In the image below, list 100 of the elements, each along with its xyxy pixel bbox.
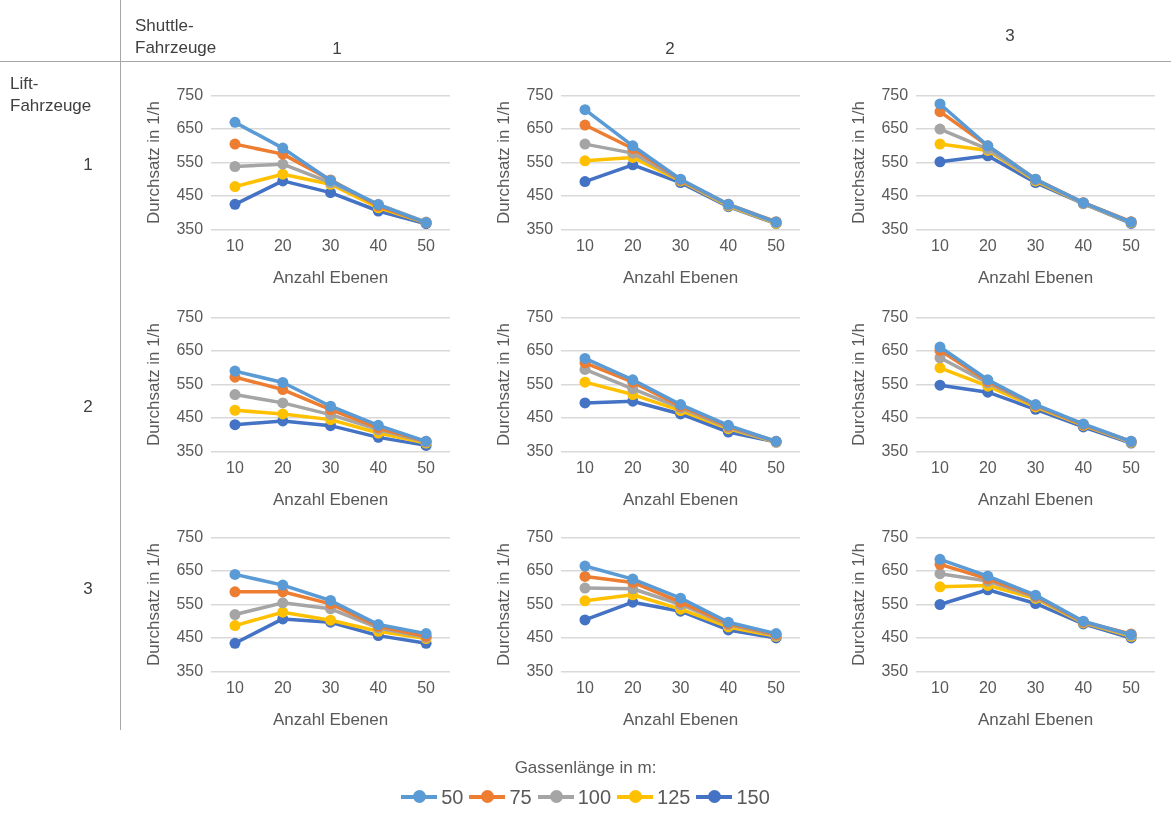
- legend-label: 50: [441, 785, 464, 809]
- legend-label: 75: [509, 785, 532, 809]
- y-tick-label: 450: [881, 628, 909, 646]
- y-tick-label: 350: [176, 441, 204, 459]
- x-tick-label: 30: [1026, 459, 1045, 477]
- y-tick-label: 650: [526, 341, 554, 359]
- y-tick-label: 750: [176, 528, 204, 546]
- x-tick-label: 10: [931, 459, 949, 477]
- y-tick-label: 650: [526, 119, 554, 137]
- y-tick-label: 450: [881, 186, 909, 204]
- text: Lift-Fahrzeuge: [10, 73, 93, 117]
- legend-title: Gassenlänge in m:: [513, 758, 658, 778]
- y-tick-label: 750: [881, 308, 909, 326]
- y-tick-label: 450: [526, 186, 554, 204]
- x-tick-label: 50: [1122, 237, 1141, 255]
- y-tick-label: 350: [176, 661, 204, 679]
- x-tick-label: 20: [623, 679, 642, 697]
- y-tick-label: 450: [176, 408, 204, 426]
- x-tick-label: 50: [417, 459, 436, 477]
- x-tick-label: 40: [369, 459, 388, 477]
- x-tick-label: 30: [671, 679, 690, 697]
- x-tick-label: 20: [273, 459, 292, 477]
- y-tick-label: 750: [176, 308, 204, 326]
- x-tick-label: 30: [1026, 679, 1045, 697]
- x-tick-label: 50: [767, 237, 786, 255]
- x-tick-label: 20: [623, 459, 642, 477]
- y-tick-label: 450: [176, 628, 204, 646]
- x-axis-title: Anzahl Ebenen: [977, 710, 1094, 730]
- x-tick-label: 30: [671, 459, 690, 477]
- x-axis-title: Anzahl Ebenen: [622, 268, 739, 288]
- y-tick-label: 650: [176, 119, 204, 137]
- y-tick-label: 650: [881, 341, 909, 359]
- x-axis-title: Anzahl Ebenen: [977, 268, 1094, 288]
- y-tick-label: 650: [881, 561, 909, 579]
- y-tick-label: 350: [881, 661, 909, 679]
- x-tick-label: 50: [767, 679, 786, 697]
- y-tick-label: 750: [526, 528, 554, 546]
- y-tick-label: 550: [881, 594, 909, 612]
- y-tick-label: 650: [526, 561, 554, 579]
- x-axis-title: Anzahl Ebenen: [622, 710, 739, 730]
- x-tick-label: 50: [417, 679, 436, 697]
- y-axis-title: Durchsatz in 1/h: [493, 323, 513, 446]
- y-tick-label: 750: [526, 86, 554, 104]
- text: 3: [1004, 25, 1016, 47]
- x-tick-label: 40: [719, 459, 738, 477]
- x-tick-label: 20: [978, 237, 997, 255]
- x-tick-label: 10: [226, 459, 244, 477]
- x-tick-label: 40: [1074, 459, 1093, 477]
- x-tick-label: 40: [1074, 679, 1093, 697]
- x-tick-label: 30: [1026, 237, 1045, 255]
- y-tick-label: 650: [176, 341, 204, 359]
- x-axis-title: Anzahl Ebenen: [622, 490, 739, 510]
- y-tick-label: 550: [176, 594, 204, 612]
- text: 2: [82, 396, 94, 418]
- y-tick-label: 550: [176, 374, 204, 392]
- x-axis-title: Anzahl Ebenen: [977, 490, 1094, 510]
- x-tick-label: 40: [369, 237, 388, 255]
- x-tick-label: 40: [369, 679, 388, 697]
- x-axis-title: Anzahl Ebenen: [272, 710, 389, 730]
- y-tick-label: 750: [176, 86, 204, 104]
- x-tick-label: 20: [978, 459, 997, 477]
- y-axis-title: Durchsatz in 1/h: [143, 543, 163, 666]
- x-tick-label: 50: [1122, 679, 1141, 697]
- y-tick-label: 550: [526, 374, 554, 392]
- y-tick-label: 350: [526, 219, 554, 237]
- x-tick-label: 30: [671, 237, 690, 255]
- x-tick-label: 40: [1074, 237, 1093, 255]
- x-axis-title: Anzahl Ebenen: [272, 268, 389, 288]
- y-axis-title: Durchsatz in 1/h: [848, 101, 868, 224]
- y-tick-label: 450: [526, 408, 554, 426]
- x-axis-title: Anzahl Ebenen: [272, 490, 389, 510]
- y-tick-label: 350: [176, 219, 204, 237]
- y-axis-title: Durchsatz in 1/h: [143, 323, 163, 446]
- y-tick-label: 350: [526, 661, 554, 679]
- legend-label: 125: [657, 785, 691, 809]
- x-tick-label: 10: [226, 237, 244, 255]
- y-axis-title: Durchsatz in 1/h: [848, 543, 868, 666]
- x-tick-label: 10: [226, 679, 244, 697]
- y-axis-title: Durchsatz in 1/h: [493, 543, 513, 666]
- y-tick-label: 750: [881, 86, 909, 104]
- x-tick-label: 20: [623, 237, 642, 255]
- x-tick-label: 10: [576, 679, 594, 697]
- x-tick-label: 10: [576, 459, 594, 477]
- y-axis-title: Durchsatz in 1/h: [143, 101, 163, 224]
- y-axis-title: Durchsatz in 1/h: [848, 323, 868, 446]
- text: 2: [664, 38, 676, 60]
- x-tick-label: 30: [321, 237, 340, 255]
- x-tick-label: 30: [321, 459, 340, 477]
- text: 1: [82, 154, 94, 176]
- x-tick-label: 50: [417, 237, 436, 255]
- y-tick-label: 750: [526, 308, 554, 326]
- y-tick-label: 450: [526, 628, 554, 646]
- x-tick-label: 50: [767, 459, 786, 477]
- y-tick-label: 350: [526, 441, 554, 459]
- text: 1: [331, 38, 343, 60]
- x-tick-label: 20: [978, 679, 997, 697]
- x-tick-label: 50: [1122, 459, 1141, 477]
- legend-label: 150: [736, 785, 770, 809]
- y-tick-label: 550: [176, 152, 204, 170]
- x-tick-label: 40: [719, 679, 738, 697]
